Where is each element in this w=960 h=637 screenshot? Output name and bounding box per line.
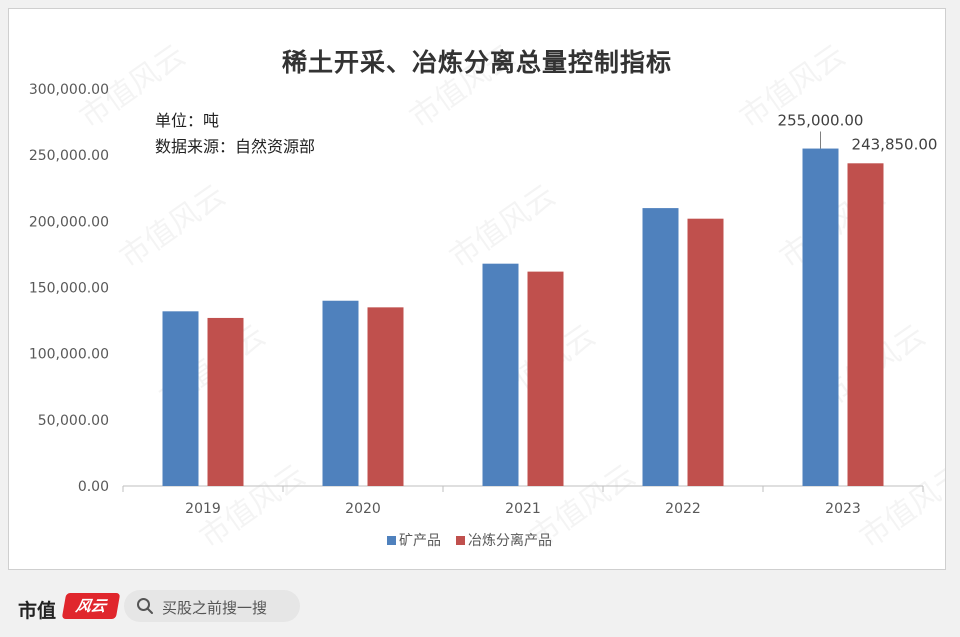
- bar-ore-2021: [482, 263, 519, 486]
- watermark-text: 市值风云: [114, 178, 232, 275]
- search-placeholder: 买股之前搜一搜: [162, 599, 268, 617]
- chart-title: 稀土开采、冶炼分离总量控制指标: [281, 48, 672, 77]
- bar-chart: 市值风云市值风云市值风云市值风云市值风云市值风云市值风云市值风云市值风云市值风云…: [29, 38, 945, 555]
- y-tick-label: 0.00: [78, 479, 109, 495]
- watermark-text: 市值风云: [444, 178, 562, 275]
- unit-note: 单位：吨: [155, 111, 220, 130]
- x-tick-label: 2020: [345, 501, 381, 517]
- source-note: 数据来源：自然资源部: [155, 137, 316, 156]
- data-label: 243,850.00: [852, 135, 938, 153]
- y-tick-label: 100,000.00: [29, 347, 109, 363]
- x-tick-label: 2019: [185, 501, 221, 517]
- y-tick-label: 200,000.00: [29, 214, 109, 230]
- x-tick-label: 2021: [505, 501, 541, 517]
- brand-logo: 风云: [61, 593, 121, 619]
- bar-ore-2019: [162, 311, 199, 486]
- legend-swatch: [456, 536, 465, 545]
- bar-ore-2023: [802, 148, 839, 487]
- search-button[interactable]: 买股之前搜一搜: [124, 590, 300, 622]
- y-tick-label: 50,000.00: [38, 413, 109, 429]
- footer-bar: 市值 风云 买股之前搜一搜: [0, 576, 960, 637]
- bar-smelting-2022: [687, 218, 724, 487]
- x-tick-label: 2023: [825, 501, 861, 517]
- legend-label: 冶炼分离产品: [468, 532, 552, 549]
- y-tick-label: 300,000.00: [29, 82, 109, 98]
- brand-name: 市值: [18, 600, 57, 622]
- y-tick-label: 250,000.00: [29, 148, 109, 164]
- data-label: 255,000.00: [778, 112, 864, 130]
- legend-swatch: [387, 536, 396, 545]
- x-tick-label: 2022: [665, 501, 701, 517]
- legend-label: 矿产品: [399, 533, 441, 549]
- bar-smelting-2023: [847, 163, 884, 486]
- bar-smelting-2021: [527, 271, 564, 486]
- bar-ore-2022: [642, 208, 679, 486]
- bar-smelting-2020: [367, 307, 404, 486]
- bar-ore-2020: [322, 300, 359, 486]
- chart-card: 市值风云市值风云市值风云市值风云市值风云市值风云市值风云市值风云市值风云市值风云…: [8, 8, 946, 570]
- search-icon: [137, 598, 153, 614]
- y-tick-label: 150,000.00: [29, 281, 109, 297]
- bar-smelting-2019: [207, 317, 244, 486]
